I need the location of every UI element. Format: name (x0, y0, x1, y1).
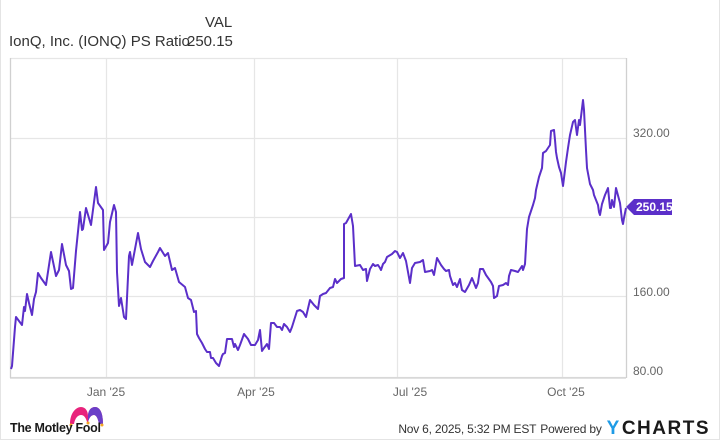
powered-by-label: Powered by (540, 422, 602, 436)
x-tick-jan: Jan '25 (87, 385, 126, 399)
motley-fool-wordmark: The Motley Fool (10, 421, 101, 435)
last-value-text: 250.15 (636, 200, 673, 214)
x-tick-oct: Oct '25 (547, 385, 585, 399)
legend-series-name[interactable]: IonQ, Inc. (IONQ) PS Ratio (9, 33, 190, 50)
legend-series-value: 250.15 (187, 33, 233, 50)
y-tick-80: 80.00 (633, 364, 663, 378)
footer-attribution: Nov 6, 2025, 5:32 PM EST Powered by Y CH… (398, 418, 710, 440)
x-tick-apr: Apr '25 (237, 385, 275, 399)
x-tick-jul: Jul '25 (393, 385, 428, 399)
series-line[interactable] (10, 99, 627, 370)
legend-column-header: VAL (205, 14, 233, 31)
timestamp: Nov 6, 2025, 5:32 PM EST (398, 422, 537, 436)
ycharts-wordmark: CHARTS (621, 418, 710, 439)
plot-axes (9, 58, 628, 379)
ycharts-logo[interactable]: Y CHARTS (607, 418, 710, 440)
ycharts-y-icon: Y (606, 418, 621, 439)
last-value-tag: 250.15 (626, 199, 673, 215)
y-tick-160: 160.00 (633, 285, 670, 299)
y-tick-320: 320.00 (633, 126, 670, 140)
motley-fool-jester-icon (69, 407, 104, 427)
